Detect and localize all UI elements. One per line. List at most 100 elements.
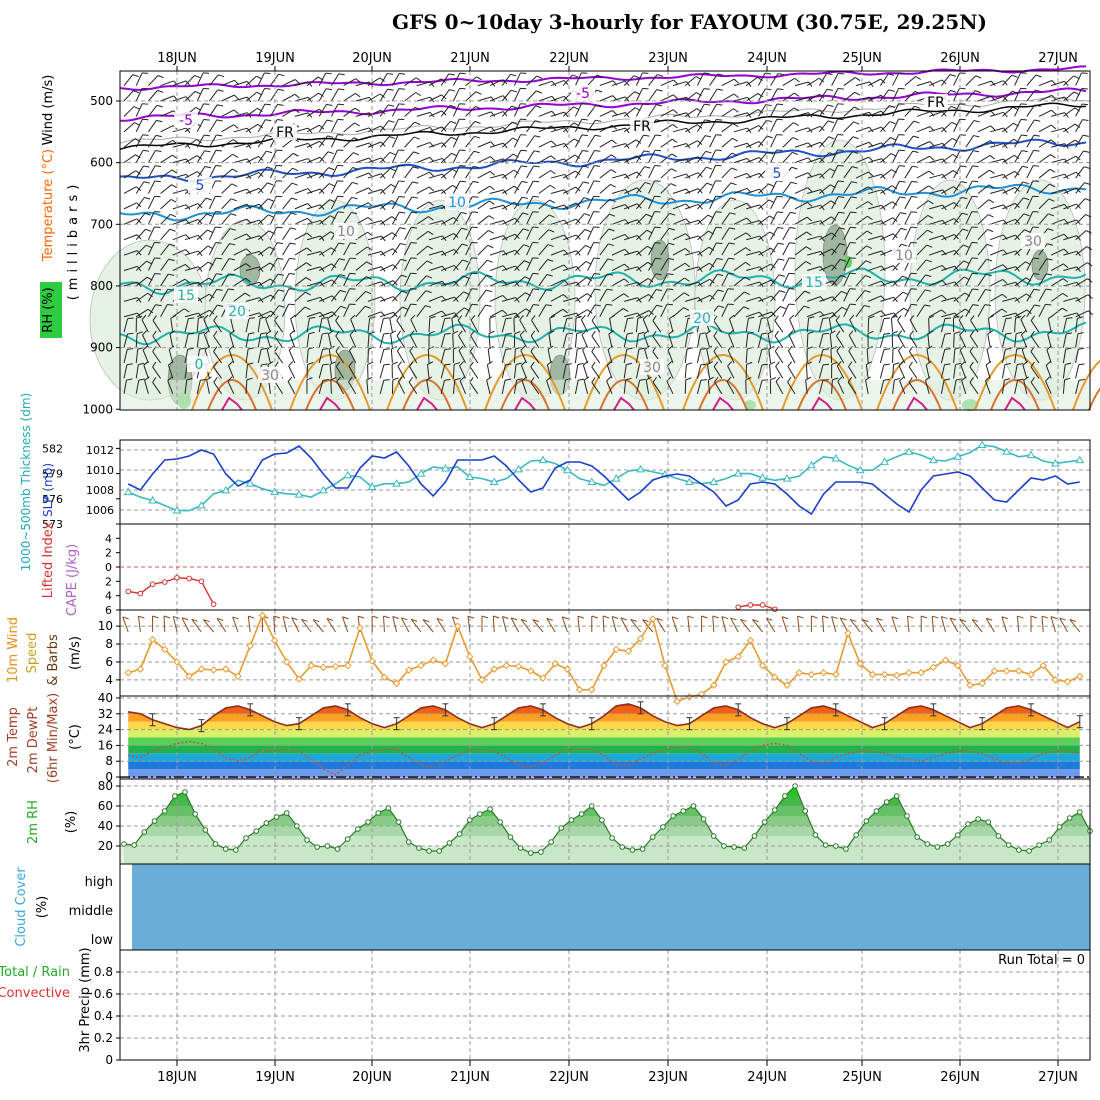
contour-label-bg	[273, 124, 297, 140]
wind-barb-flag	[520, 149, 527, 152]
wind-barb	[404, 166, 414, 179]
wind-barb-flag	[770, 247, 776, 253]
wind10m-barb-flag	[422, 619, 430, 623]
wind-barb	[782, 137, 794, 148]
rh-area-dark	[1031, 249, 1049, 281]
wind-barb	[465, 181, 474, 194]
wind-barb-flag	[881, 142, 886, 148]
wind-barb	[428, 204, 443, 210]
wind-barb	[1014, 277, 1027, 287]
wind-barb	[892, 291, 904, 302]
rh2m-point	[609, 835, 615, 841]
wind-barb	[416, 186, 430, 194]
wind-barb-flag	[713, 361, 719, 367]
wind-barb-flag	[387, 72, 394, 75]
wind10m-barb-flag	[326, 618, 334, 621]
wind-barb-flag	[514, 331, 521, 335]
wind-barb-flag	[228, 288, 235, 291]
rh2m-point	[863, 818, 870, 824]
wind-barb	[245, 333, 250, 348]
wind-barb-flag	[969, 377, 974, 383]
wind-barb	[879, 318, 885, 333]
wind-barb	[1038, 288, 1047, 302]
wind-barb-flag	[216, 134, 223, 137]
slp-tick-label: 1008	[86, 484, 114, 497]
cloud-cover-label: Cloud Cover	[14, 867, 29, 947]
wind-barb-flag	[806, 231, 812, 236]
wind10m-barb-flag	[1017, 615, 1024, 619]
wind-barb	[416, 305, 426, 318]
wind-barbs	[123, 72, 1093, 395]
wind-barb-flag	[822, 363, 830, 366]
wind-barb	[599, 304, 607, 318]
wind-barb-flag	[368, 157, 374, 163]
wind-barb	[636, 294, 649, 302]
wind-barb-flag	[883, 378, 890, 381]
wind-barb	[160, 258, 170, 271]
wind-barb	[806, 333, 809, 348]
wind-barb-flag	[954, 281, 959, 288]
wind-barb	[172, 80, 187, 87]
wind-barb	[709, 227, 717, 240]
wind10m-barb	[831, 616, 837, 633]
wind-barb	[367, 333, 370, 348]
wind-barb	[709, 149, 717, 163]
wind-barb	[452, 227, 462, 240]
wind-barb	[721, 182, 732, 194]
contour-label-bg	[174, 112, 198, 128]
wind-barb-flag	[929, 155, 935, 161]
wind-barb	[941, 74, 951, 86]
wind-barb-flag	[593, 180, 600, 182]
wind-barb-flag	[666, 376, 672, 382]
wind-barb-flag	[1078, 363, 1085, 366]
wind-barb-flag	[487, 244, 494, 249]
wind-barb-flag	[610, 169, 617, 174]
wind-barb	[453, 291, 464, 302]
wind-barb-flag	[354, 122, 360, 127]
wind-barb	[965, 288, 973, 302]
wind-barb-flag	[216, 273, 223, 276]
wind-barb-flag	[209, 309, 215, 315]
thickness-line-point	[904, 447, 914, 455]
wind-barb	[599, 124, 613, 133]
wind-barb-flag	[850, 226, 857, 229]
wind-barb	[453, 307, 465, 318]
wind-barb-flag	[1082, 103, 1089, 106]
wind-barb-flag	[717, 73, 724, 76]
wind-barb-flag	[913, 120, 920, 124]
wind-barb	[904, 273, 912, 287]
wind-barb	[606, 365, 613, 379]
wind-barb	[416, 275, 427, 287]
wind-barb	[501, 349, 507, 364]
wind-barb-flag	[441, 265, 447, 272]
wind-barb-flag	[686, 362, 693, 365]
wind-barb	[623, 91, 635, 102]
wind-barb	[1063, 297, 1078, 302]
wind10m-speed-line-point	[429, 656, 437, 664]
wind-barb	[167, 380, 174, 395]
wind10m-speed-line-point	[734, 652, 742, 661]
wind-barb	[599, 288, 608, 302]
wind-barb	[538, 289, 547, 302]
temp-contour-35	[416, 396, 438, 411]
wind-barb	[685, 219, 699, 225]
wind-barb-flag	[639, 378, 646, 381]
wind10m-barb-flag	[591, 615, 598, 619]
wind-barb-flag	[610, 183, 616, 188]
wind-barb	[836, 365, 845, 379]
wind-barb-flag	[268, 214, 275, 218]
wind-barb	[892, 88, 900, 102]
wind-barb	[501, 380, 506, 394]
wind-barb	[831, 227, 840, 240]
wind-barb	[282, 242, 291, 256]
wind-barb-flag	[942, 158, 947, 165]
wind-barb-flag	[606, 288, 613, 291]
wind-barb	[697, 294, 711, 302]
wind-barb-flag	[366, 376, 373, 381]
wind-barb-flag	[700, 347, 707, 350]
rh2m-point	[578, 811, 585, 817]
wind-barb-flag	[759, 220, 764, 226]
wind-barb-flag	[489, 200, 495, 205]
wind-barb-flag	[267, 182, 274, 186]
wind-barb	[440, 233, 454, 241]
